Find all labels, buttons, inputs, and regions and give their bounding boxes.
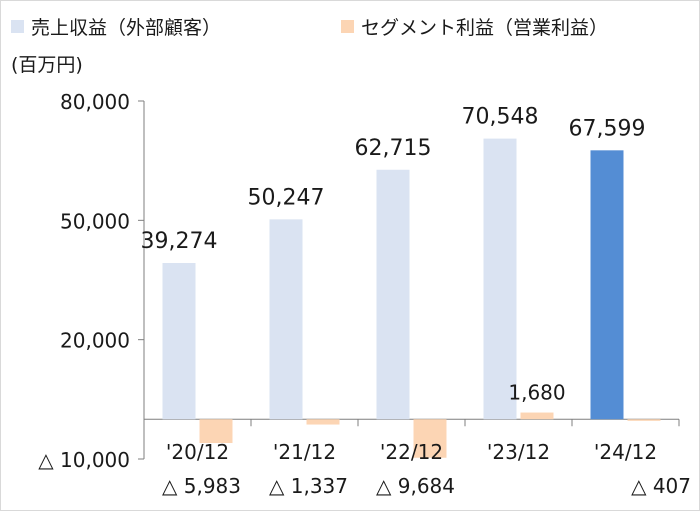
revenue-bar xyxy=(376,169,410,420)
y-axis-unit-label: (百万円) xyxy=(11,54,83,76)
profit-bar xyxy=(627,419,661,421)
revenue-data-label: 62,715 xyxy=(355,136,432,161)
profit-bar xyxy=(520,412,554,420)
legend-swatch-2 xyxy=(341,20,354,33)
y-tick-label: 20,000 xyxy=(60,329,130,353)
profit-data-label: △ 407 xyxy=(631,474,691,498)
axes: 80,000 50,000 20,000 △ 10,000 xyxy=(38,90,680,472)
x-tick-label: '22/12 xyxy=(380,440,443,464)
revenue-data-label: 39,274 xyxy=(141,229,218,254)
revenue-data-label: 50,247 xyxy=(248,185,325,210)
x-tick-label: '20/12 xyxy=(166,440,229,464)
profit-data-label: △ 9,684 xyxy=(376,474,455,498)
profit-data-label: △ 5,983 xyxy=(162,474,241,498)
profit-bar xyxy=(199,419,233,444)
y-tick-label: 50,000 xyxy=(60,209,130,233)
legend-label-1: 売上収益（外部顧客） xyxy=(31,17,221,39)
revenue-bar xyxy=(483,138,517,420)
revenue-data-label: 70,548 xyxy=(462,105,539,130)
legend-label-2: セグメント利益（営業利益） xyxy=(361,17,608,39)
x-tick-label: '21/12 xyxy=(273,440,336,464)
x-tick-label: '23/12 xyxy=(487,440,550,464)
revenue-bar xyxy=(269,219,303,420)
y-tick-label: △ 10,000 xyxy=(38,448,130,472)
revenue-data-label: 67,599 xyxy=(569,116,646,141)
profit-bar xyxy=(413,419,447,458)
profit-bar xyxy=(306,419,340,425)
x-tick-label: '24/12 xyxy=(594,440,657,464)
revenue-bar xyxy=(162,262,196,420)
bars xyxy=(162,138,661,458)
profit-data-label: 1,680 xyxy=(508,381,565,405)
profit-data-label: △ 1,337 xyxy=(269,474,348,498)
revenue-bar xyxy=(590,150,624,420)
y-tick-label: 80,000 xyxy=(60,90,130,114)
legend: 売上収益（外部顧客） セグメント利益（営業利益） xyxy=(11,17,608,39)
legend-swatch-1 xyxy=(11,20,24,33)
data-labels: 39,274 '20/12 △ 5,983 50,247 '21/12 △ 1,337 62… xyxy=(141,105,691,498)
